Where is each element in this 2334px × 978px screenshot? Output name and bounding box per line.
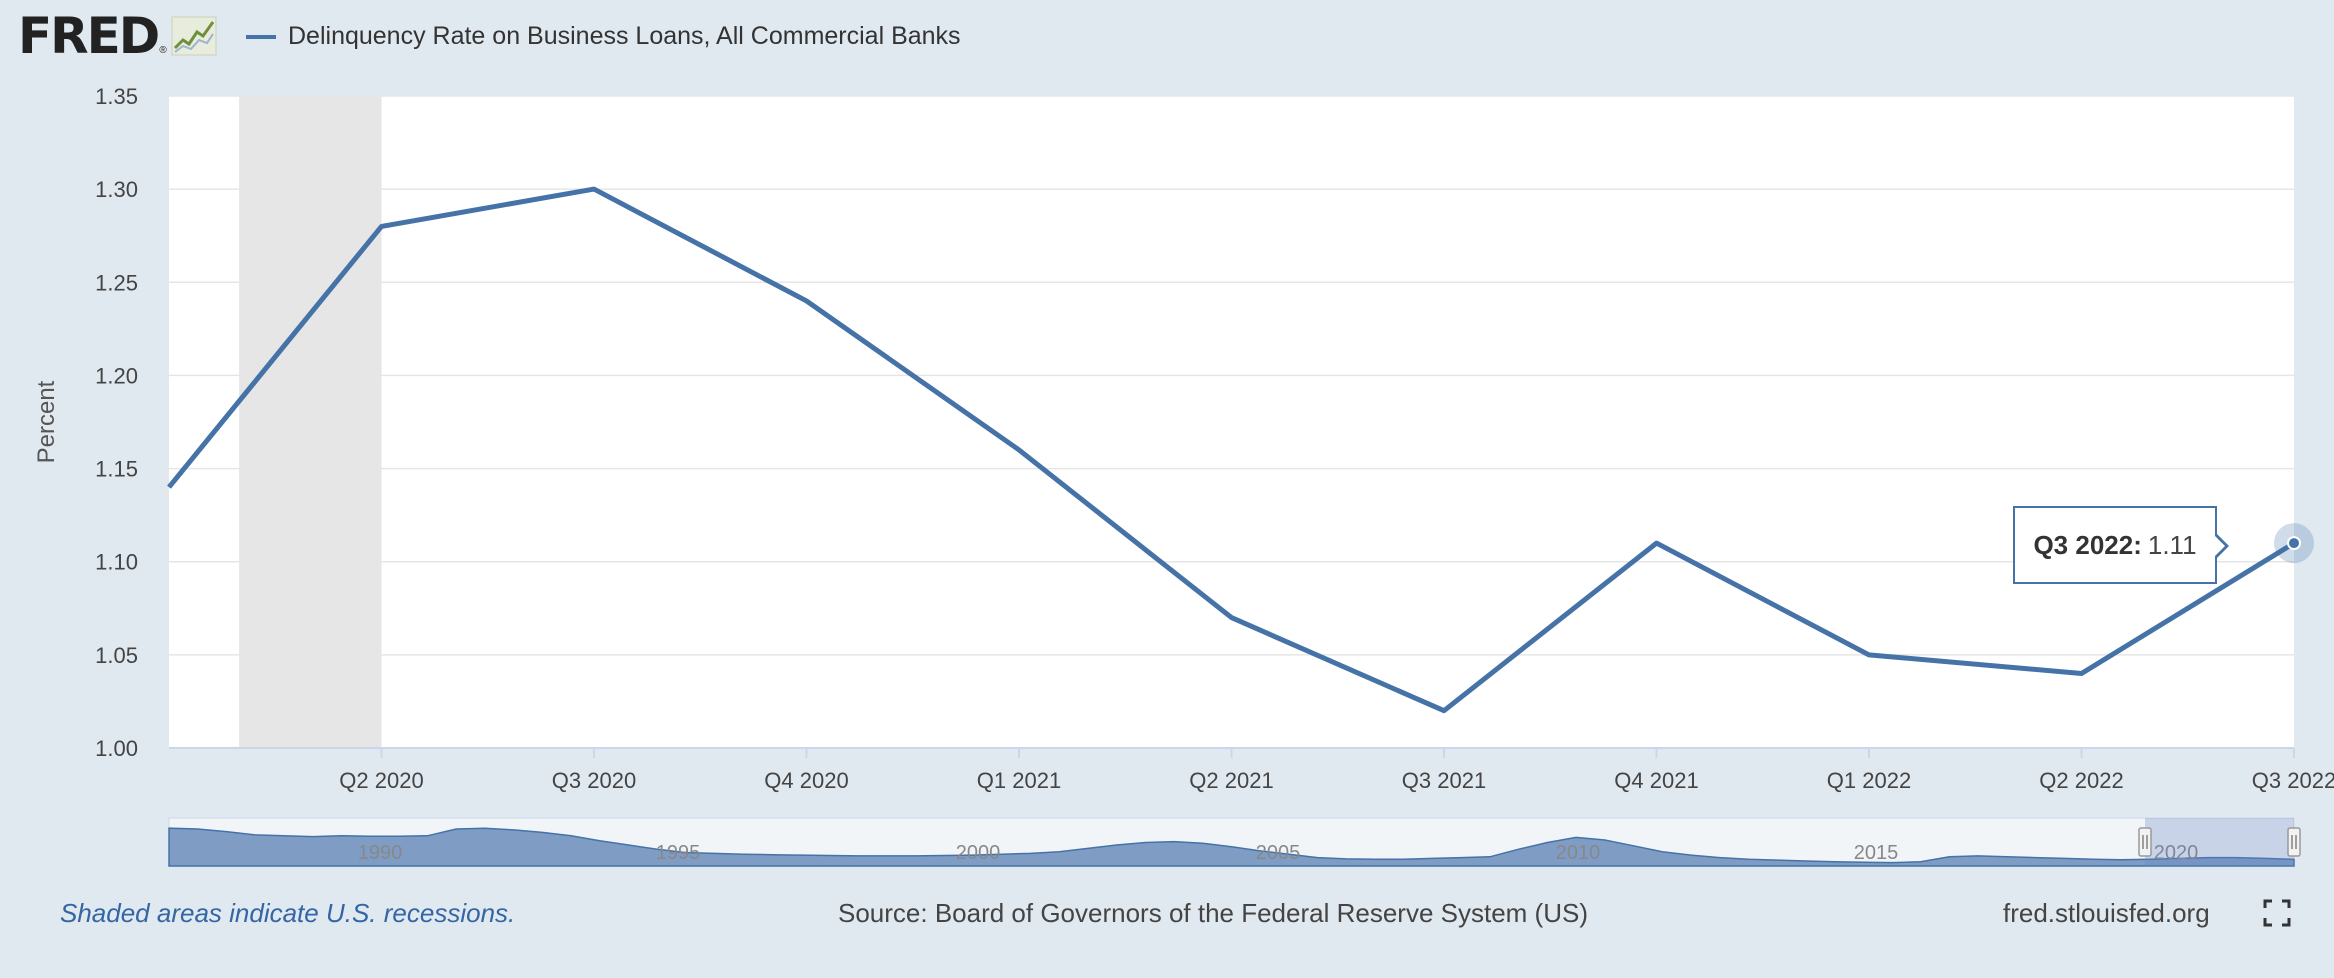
x-tick-label: Q1 2021 [977,768,1061,793]
chart-legend: Delinquency Rate on Business Loans, All … [246,22,961,51]
navigator-series [168,827,2295,867]
navigator-year-label: 2005 [1256,842,1301,864]
series-line [167,186,2296,714]
x-tick-label: Q2 2022 [2039,768,2123,793]
y-tick-label: 1.15 [95,457,138,482]
y-axis-label: Percent [33,380,60,463]
x-tick-label: Q2 2021 [1189,768,1273,793]
recession-band [239,96,382,748]
navigator-right-handle[interactable] [2287,827,2301,857]
y-tick-label: 1.30 [95,177,138,202]
y-tick-label: 1.05 [95,643,138,668]
navigator-year-label: 2010 [1556,842,1601,864]
navigator-year-label: 1995 [656,842,701,864]
highlight-point [2287,536,2301,551]
logo-registered-mark: ® [159,45,167,56]
x-tick-label: Q3 2020 [552,768,636,793]
navigator-year-label: 2000 [956,842,1001,864]
navigator-left-handle[interactable] [2138,827,2152,857]
chart-graph-icon [171,16,217,56]
y-tick-label: 1.00 [95,736,138,761]
y-tick-label: 1.10 [95,550,138,575]
fred-url-link[interactable]: fred.stlouisfed.org [2003,898,2210,928]
x-tick-label: Q3 2021 [1402,768,1486,793]
navigator-year-label: 1990 [358,842,403,864]
data-tooltip: Q3 2022: 1.11 [2013,506,2229,584]
legend-swatch [246,34,276,39]
y-tick-label: 1.35 [95,84,138,109]
fullscreen-icon[interactable] [2263,899,2291,927]
tooltip-value: 1.11 [2147,529,2197,560]
x-tick-label: Q4 2021 [1614,768,1698,793]
logo-text: FRED [18,7,160,65]
x-tick-label: Q2 2020 [339,768,423,793]
legend-series-label: Delinquency Rate on Business Loans, All … [288,22,961,50]
navigator-selection [2145,818,2294,866]
tooltip-label: Q3 2022: [2033,529,2142,560]
fred-logo[interactable]: FRED ® [18,7,217,65]
y-tick-label: 1.25 [95,270,138,295]
recession-note: Shaded areas indicate U.S. recessions. [60,898,516,928]
x-tick-label: Q1 2022 [1827,768,1911,793]
x-tick-label: Q3 2022 [2252,768,2334,793]
x-tick-label: Q4 2020 [764,768,848,793]
navigator-year-label: 2020 [2154,842,2199,864]
plot-area [169,96,2294,748]
source-text: Source: Board of Governors of the Federa… [838,898,1588,928]
tooltip-arrow [2213,532,2229,560]
navigator-year-label: 2015 [1854,842,1899,864]
y-tick-label: 1.20 [95,363,138,388]
